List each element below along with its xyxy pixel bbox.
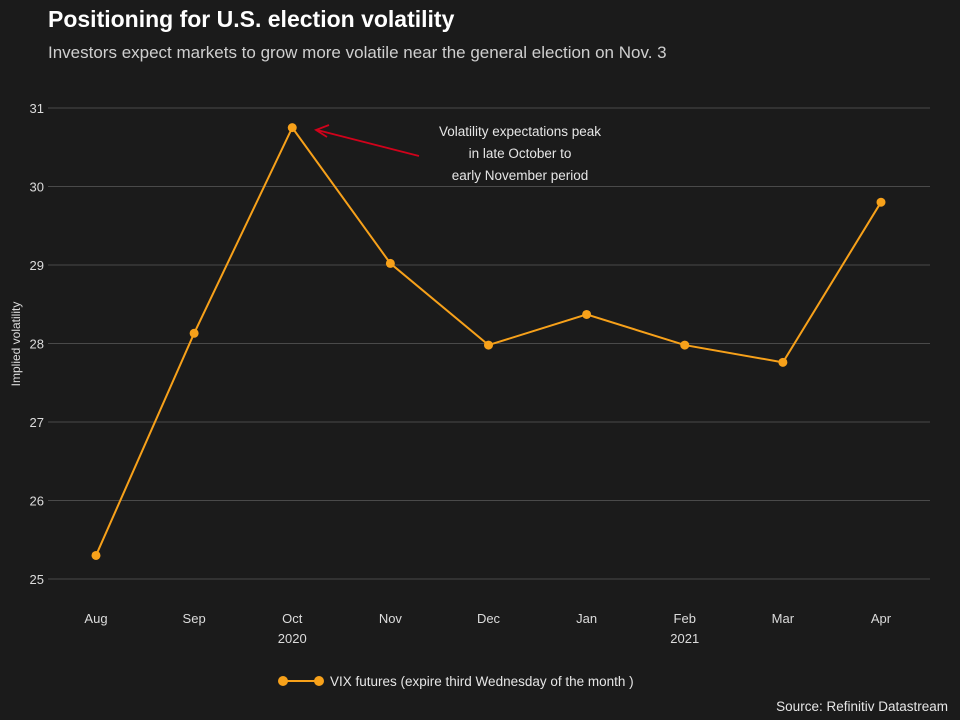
legend: VIX futures (expire third Wednesday of t… xyxy=(278,673,634,689)
y-tick-label: 29 xyxy=(30,258,44,273)
legend-series-marker xyxy=(278,673,324,689)
x-tick-label: Oct xyxy=(282,611,303,626)
legend-line xyxy=(283,680,319,682)
x-tick-label: Dec xyxy=(477,611,501,626)
year-labels: 2020 2021 xyxy=(278,631,699,646)
data-point xyxy=(582,309,592,319)
source-note: Source: Refinitiv Datastream xyxy=(776,699,948,714)
annotation-line-3: early November period xyxy=(452,168,589,183)
annotation-arrow xyxy=(316,129,420,157)
legend-series-label: VIX futures (expire third Wednesday of t… xyxy=(330,673,634,689)
series-line xyxy=(91,123,886,560)
data-point xyxy=(778,357,788,367)
y-tick-label: 25 xyxy=(30,572,44,587)
x-tick-label: Sep xyxy=(183,611,206,626)
data-point xyxy=(189,328,199,338)
y-tick-label: 31 xyxy=(30,101,44,116)
x-tick-label: Apr xyxy=(871,611,892,626)
data-point xyxy=(484,340,493,350)
data-point xyxy=(680,340,690,350)
x-tick-label: Mar xyxy=(772,611,795,626)
y-axis-label: Implied volatility xyxy=(9,302,23,387)
x-axis-ticks: Aug Sep Oct Nov Dec Jan Feb Mar Apr xyxy=(84,611,891,626)
legend-dot-right xyxy=(314,676,324,686)
year-label: 2021 xyxy=(670,631,699,646)
gridlines xyxy=(48,107,930,580)
annotation: Volatility expectations peak in late Oct… xyxy=(314,124,601,183)
x-tick-label: Aug xyxy=(84,611,107,626)
data-point xyxy=(385,258,395,268)
x-tick-label: Feb xyxy=(674,611,696,626)
annotation-line-1: Volatility expectations peak xyxy=(439,124,601,139)
annotation-arrowhead xyxy=(314,124,330,138)
x-tick-label: Nov xyxy=(379,611,403,626)
legend-dot-left xyxy=(278,676,288,686)
y-tick-label: 28 xyxy=(30,337,44,352)
chart-subtitle: Investors expect markets to grow more vo… xyxy=(48,43,667,62)
annotation-line-2: in late October to xyxy=(469,146,572,161)
data-point xyxy=(876,197,886,207)
chart-title: Positioning for U.S. election volatility xyxy=(48,6,455,32)
y-axis-ticks: 25 26 27 28 29 30 31 xyxy=(30,101,44,587)
data-point xyxy=(287,123,297,133)
x-tick-label: Jan xyxy=(576,611,597,626)
y-tick-label: 26 xyxy=(30,494,44,509)
data-point xyxy=(91,550,101,560)
year-label: 2020 xyxy=(278,631,307,646)
y-tick-label: 30 xyxy=(30,180,44,195)
y-tick-label: 27 xyxy=(30,415,44,430)
